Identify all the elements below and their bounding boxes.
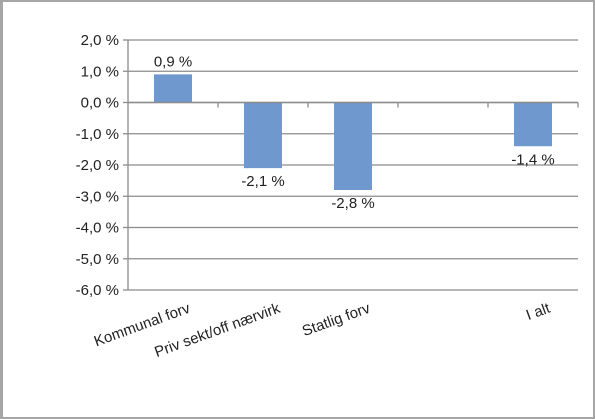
data-label: -2,1 % [241, 173, 284, 190]
data-label: -1,4 % [511, 151, 554, 168]
y-tick-label: -2,0 % [76, 157, 119, 174]
data-label: -2,8 % [331, 195, 374, 212]
y-tick-label: -6,0 % [76, 282, 119, 299]
bar [334, 102, 372, 190]
y-tick-label: 2,0 % [81, 32, 119, 49]
bar [244, 102, 282, 169]
y-tick-label: -5,0 % [76, 251, 119, 268]
category-label: I alt [524, 300, 553, 325]
y-tick-label: -1,0 % [76, 126, 119, 143]
y-tick-label: 0,0 % [81, 95, 119, 112]
bar [514, 102, 552, 147]
y-tick-label: -4,0 % [76, 220, 119, 237]
bar [154, 74, 192, 103]
y-tick-label: -3,0 % [76, 188, 119, 205]
y-tick-label: 1,0 % [81, 63, 119, 80]
data-label: 0,9 % [154, 53, 192, 70]
category-label: Statlig forv [300, 300, 373, 340]
